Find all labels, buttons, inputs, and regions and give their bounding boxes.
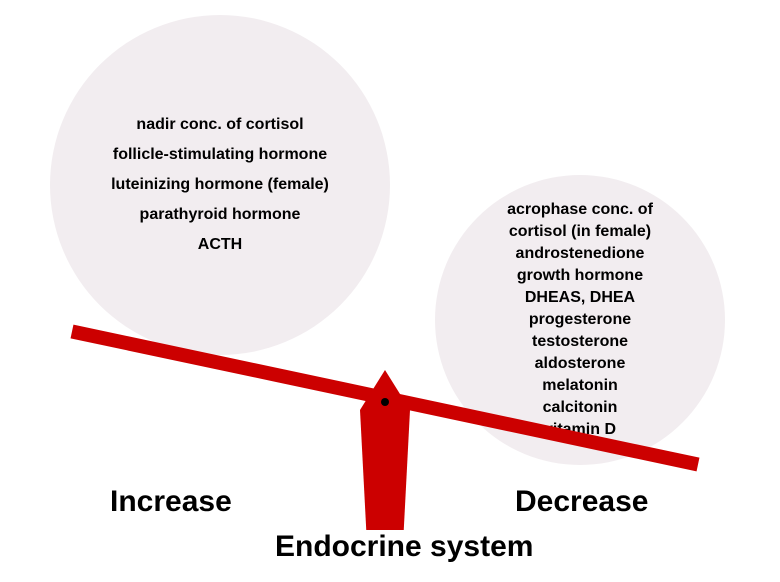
- increase-item: nadir conc. of cortisol: [136, 110, 303, 140]
- seesaw-fulcrum: [345, 365, 425, 545]
- decrease-item: melatonin: [542, 375, 618, 397]
- pivot-dot: [381, 398, 389, 406]
- increase-item: luteinizing hormone (female): [111, 170, 329, 200]
- decrease-label: Decrease: [515, 485, 648, 519]
- decrease-item: androstenedione: [516, 243, 645, 265]
- diagram-stage: { "diagram": { "type": "infographic", "b…: [0, 0, 780, 582]
- decrease-item: aldosterone: [535, 353, 626, 375]
- decrease-item: progesterone: [529, 309, 631, 331]
- fulcrum-shape: [360, 370, 410, 530]
- increase-label: Increase: [110, 485, 232, 519]
- decrease-item: cortisol (in female): [509, 221, 651, 243]
- decrease-item: growth hormone: [517, 265, 643, 287]
- decrease-item: acrophase conc. of: [507, 199, 653, 221]
- increase-item: parathyroid hormone: [140, 200, 301, 230]
- increase-item: ACTH: [198, 230, 242, 260]
- diagram-title: Endocrine system: [275, 530, 533, 564]
- decrease-item: testosterone: [532, 331, 628, 353]
- increase-item: follicle-stimulating hormone: [113, 140, 327, 170]
- increase-circle: nadir conc. of cortisolfollicle-stimulat…: [50, 15, 390, 355]
- decrease-item: calcitonin: [543, 397, 618, 419]
- decrease-item: DHEAS, DHEA: [525, 287, 635, 309]
